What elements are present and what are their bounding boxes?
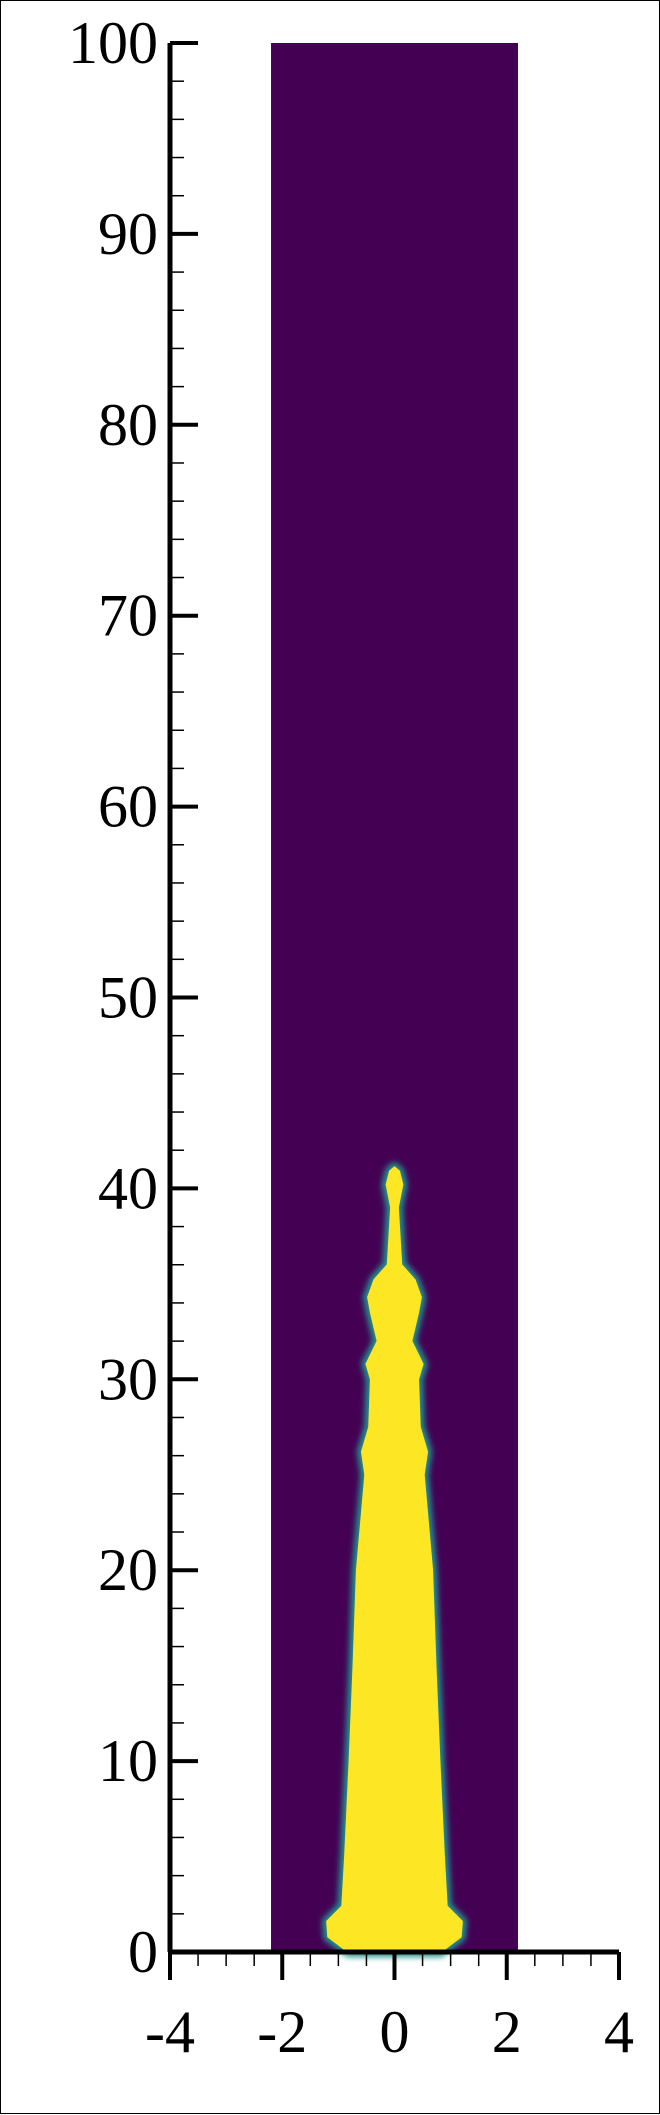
y-tick-label: 50 — [98, 965, 158, 1031]
y-tick-label: 20 — [98, 1537, 158, 1603]
y-tick-label: 60 — [98, 774, 158, 840]
y-tick-label: 70 — [98, 583, 158, 649]
y-tick-label: 30 — [98, 1346, 158, 1412]
y-tick-label: 10 — [98, 1728, 158, 1794]
y-tick-label: 90 — [98, 201, 158, 267]
x-tick-label: -4 — [145, 1999, 195, 2065]
x-tick-label: 2 — [492, 1999, 522, 2065]
y-tick-label: 100 — [68, 10, 158, 76]
y-tick-label: 80 — [98, 392, 158, 458]
y-tick-label: 0 — [128, 1919, 158, 1985]
x-tick-label: 0 — [380, 1999, 410, 2065]
jet-core — [326, 1166, 463, 1953]
y-tick-label: 40 — [98, 1155, 158, 1221]
x-tick-label: -2 — [257, 1999, 307, 2065]
x-tick-label: 4 — [604, 1999, 634, 2065]
